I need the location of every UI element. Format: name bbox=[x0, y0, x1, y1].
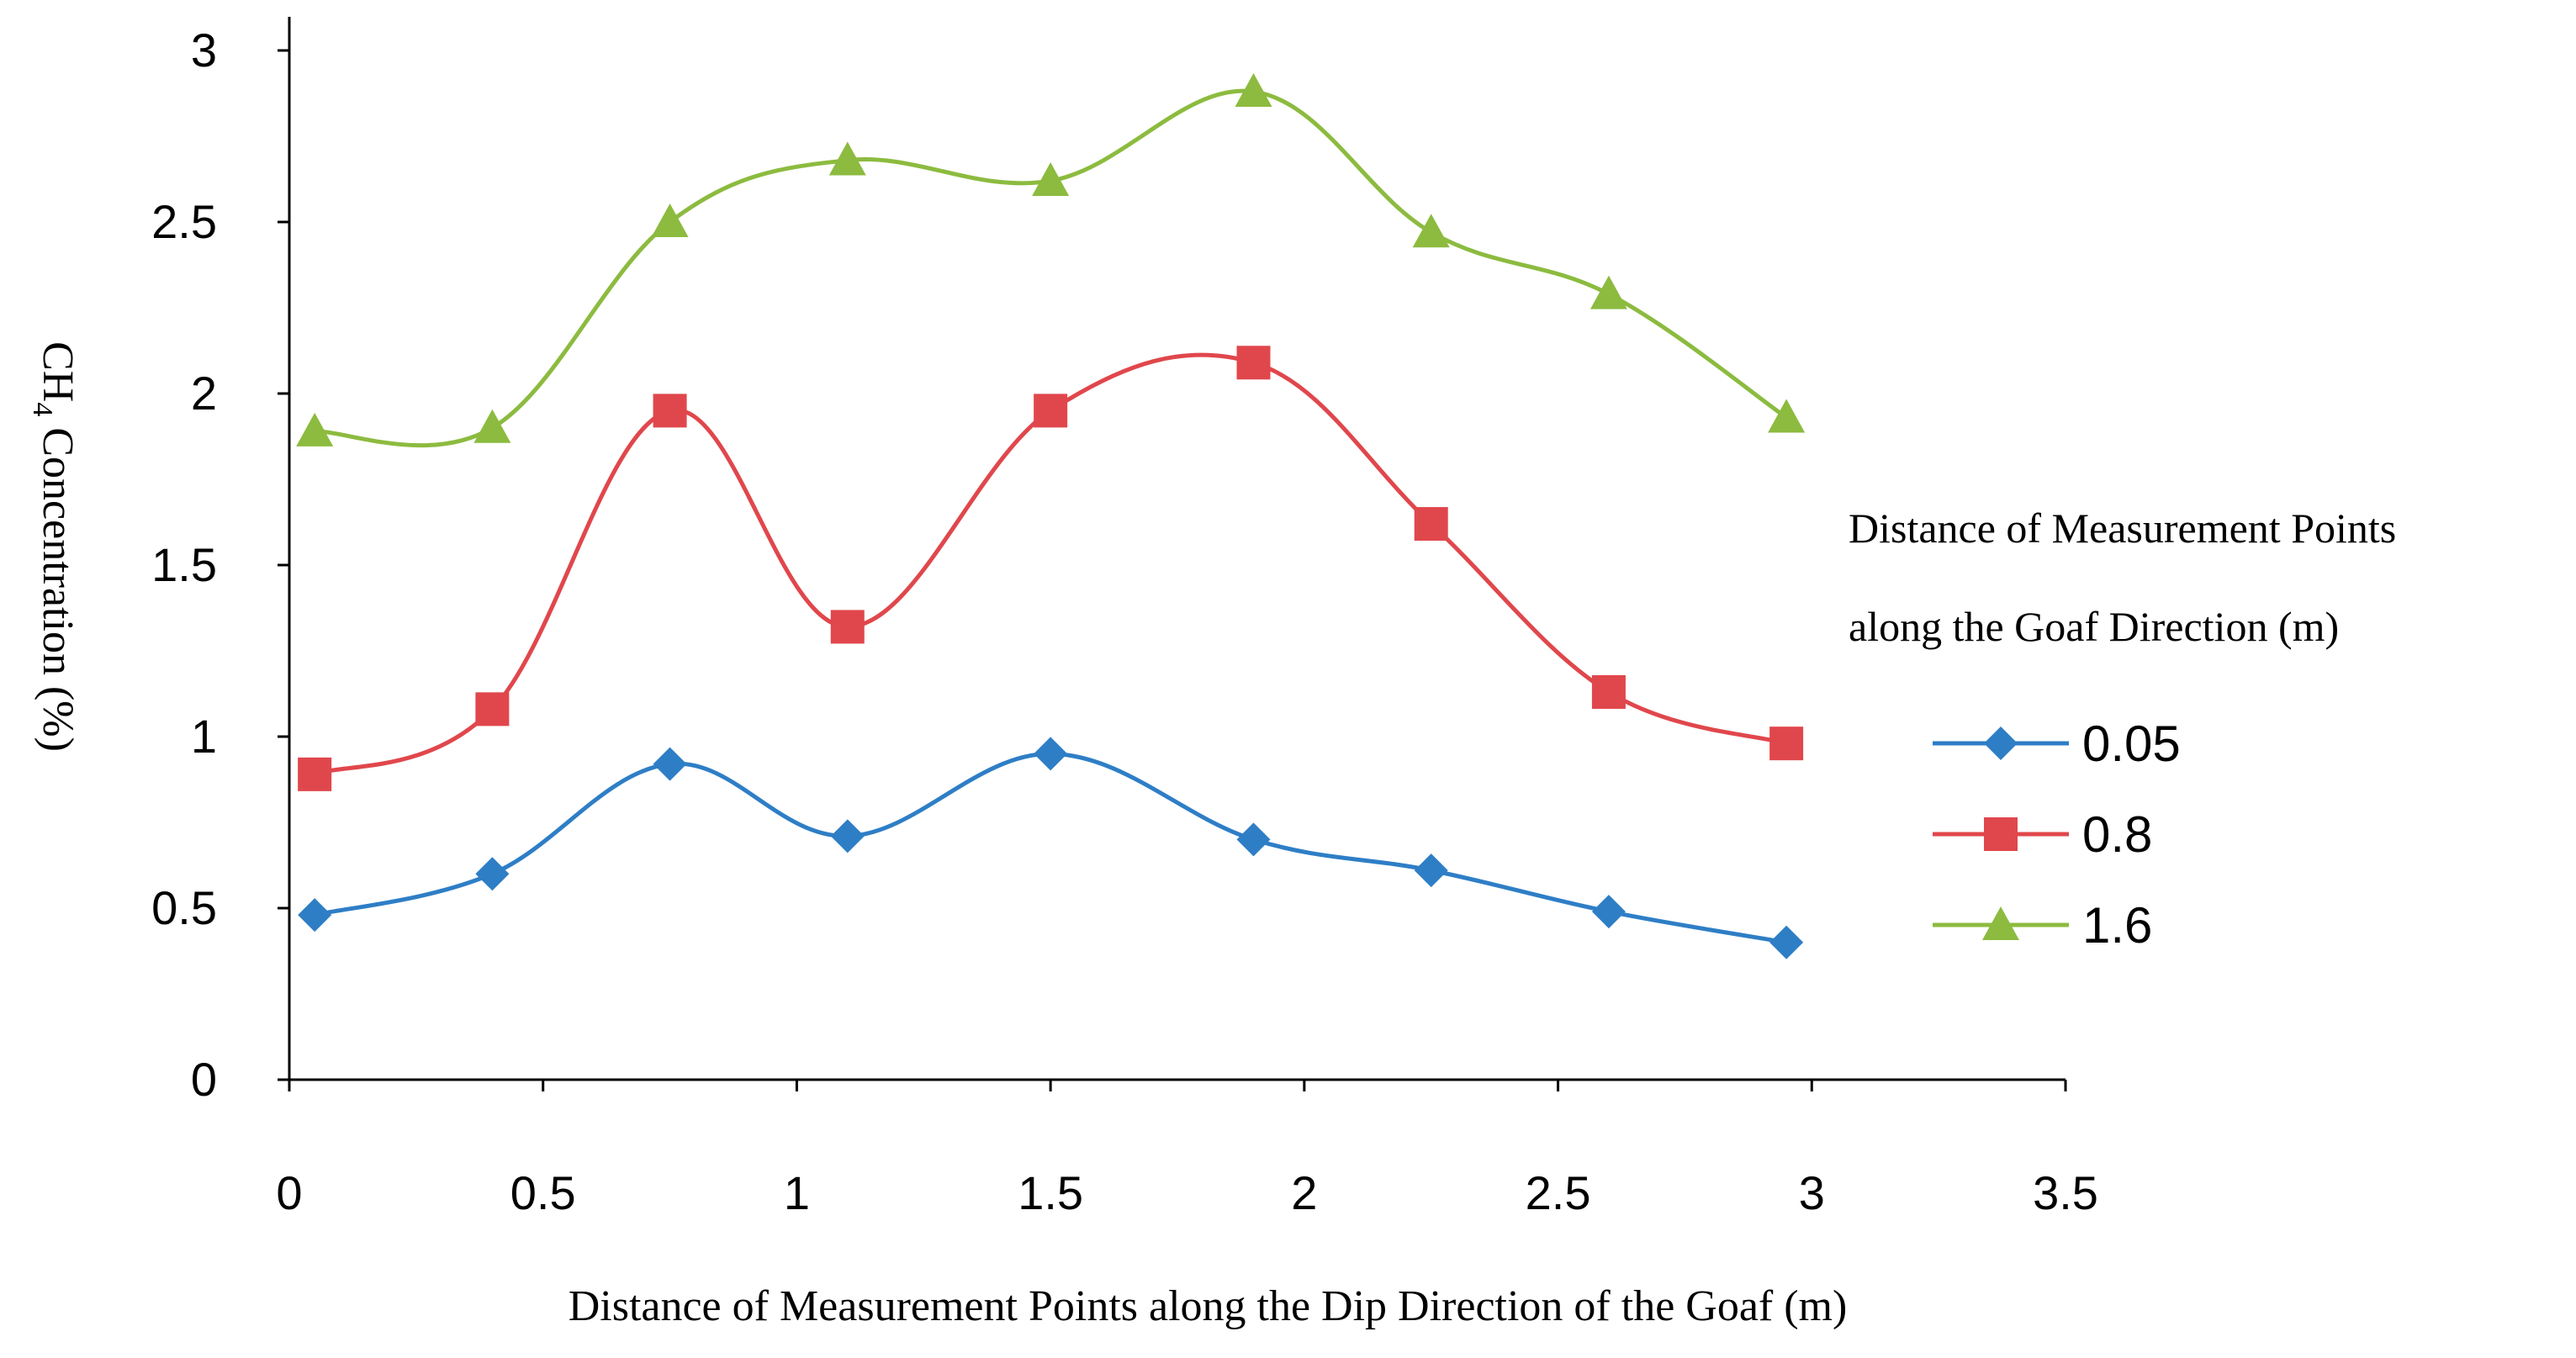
data-point bbox=[1034, 394, 1068, 428]
data-point bbox=[1591, 895, 1626, 929]
data-point bbox=[1235, 72, 1272, 107]
legend-label: 1.6 bbox=[2082, 897, 2152, 954]
legend-title-line-1: Distance of Measurement Points bbox=[1849, 505, 2396, 552]
data-point bbox=[1414, 507, 1448, 542]
data-point bbox=[1769, 727, 1804, 761]
data-point bbox=[1591, 674, 1626, 709]
data-point bbox=[653, 394, 687, 428]
data-point bbox=[1032, 162, 1070, 197]
data-point bbox=[1590, 275, 1627, 309]
data-point bbox=[1236, 822, 1271, 857]
chart-series bbox=[296, 72, 1806, 959]
data-point bbox=[828, 141, 866, 176]
series-0-05 bbox=[298, 737, 1804, 959]
legend-label: 0.8 bbox=[2082, 806, 2152, 863]
data-point bbox=[653, 747, 687, 781]
data-point bbox=[830, 610, 865, 644]
legend-item: 0.8 bbox=[1933, 806, 2152, 863]
y-tick-label: 0.5 bbox=[151, 881, 217, 934]
y-axis-title-subscript: 4 bbox=[27, 402, 58, 416]
data-point bbox=[475, 857, 510, 891]
series-line bbox=[315, 88, 1788, 448]
data-point bbox=[1034, 737, 1068, 771]
x-tick-label: 0 bbox=[276, 1166, 302, 1219]
data-point bbox=[475, 692, 510, 727]
x-axis-title: Distance of Measurement Points along the… bbox=[569, 1282, 1848, 1330]
series-1-6 bbox=[296, 72, 1806, 448]
legend-marker bbox=[1984, 727, 2018, 760]
chart-legend: 0.05 0.8 1.6 bbox=[1933, 716, 2181, 954]
legend-marker bbox=[1982, 906, 2019, 940]
x-tick-label: 2 bbox=[1291, 1166, 1317, 1219]
y-axis-title-rest: Concentration (%) bbox=[34, 416, 82, 752]
x-tick-label: 1 bbox=[784, 1166, 810, 1219]
y-tick-label: 2.5 bbox=[151, 195, 217, 248]
x-tick-label: 1.5 bbox=[1018, 1166, 1083, 1219]
x-tick-label: 2.5 bbox=[1526, 1166, 1591, 1219]
series-line bbox=[314, 751, 1787, 945]
series-line bbox=[314, 352, 1787, 777]
chart-axes: 0 0.5 1 1.5 2 2.5 3 0 0.5 1 1.5 2 2.5 3 3.5 bbox=[151, 17, 2098, 1219]
x-tick-label: 3.5 bbox=[2033, 1166, 2098, 1219]
y-tick-label: 0 bbox=[191, 1053, 217, 1106]
legend-label: 0.05 bbox=[2082, 716, 2181, 772]
x-tick-label: 3 bbox=[1799, 1166, 1825, 1219]
y-tick-label: 3 bbox=[191, 24, 217, 77]
legend-marker bbox=[1984, 817, 2018, 851]
data-point bbox=[1769, 925, 1804, 959]
y-axis-title: CH4 Concentration (%) bbox=[27, 341, 82, 752]
legend-item: 1.6 bbox=[1933, 897, 2152, 954]
data-point bbox=[296, 412, 334, 447]
data-point bbox=[1236, 346, 1271, 380]
data-point bbox=[473, 409, 511, 443]
legend-item: 0.05 bbox=[1933, 716, 2181, 772]
data-point bbox=[298, 757, 332, 791]
x-tick-label: 0.5 bbox=[510, 1166, 576, 1219]
y-tick-label: 1 bbox=[191, 710, 217, 763]
y-tick-label: 2 bbox=[191, 367, 217, 420]
chart-labels: Distance of Measurement Points along the… bbox=[27, 341, 2396, 1330]
data-point bbox=[651, 203, 689, 237]
data-point bbox=[298, 898, 332, 933]
data-point bbox=[830, 819, 865, 853]
data-point bbox=[1414, 853, 1448, 888]
series-0-8 bbox=[298, 346, 1804, 791]
data-point bbox=[1768, 399, 1806, 433]
y-axis-title-main: CH bbox=[34, 341, 82, 402]
y-tick-label: 1.5 bbox=[151, 538, 217, 591]
data-point bbox=[1412, 214, 1450, 248]
legend-title-line-2: along the Goaf Direction (m) bbox=[1849, 603, 2339, 650]
